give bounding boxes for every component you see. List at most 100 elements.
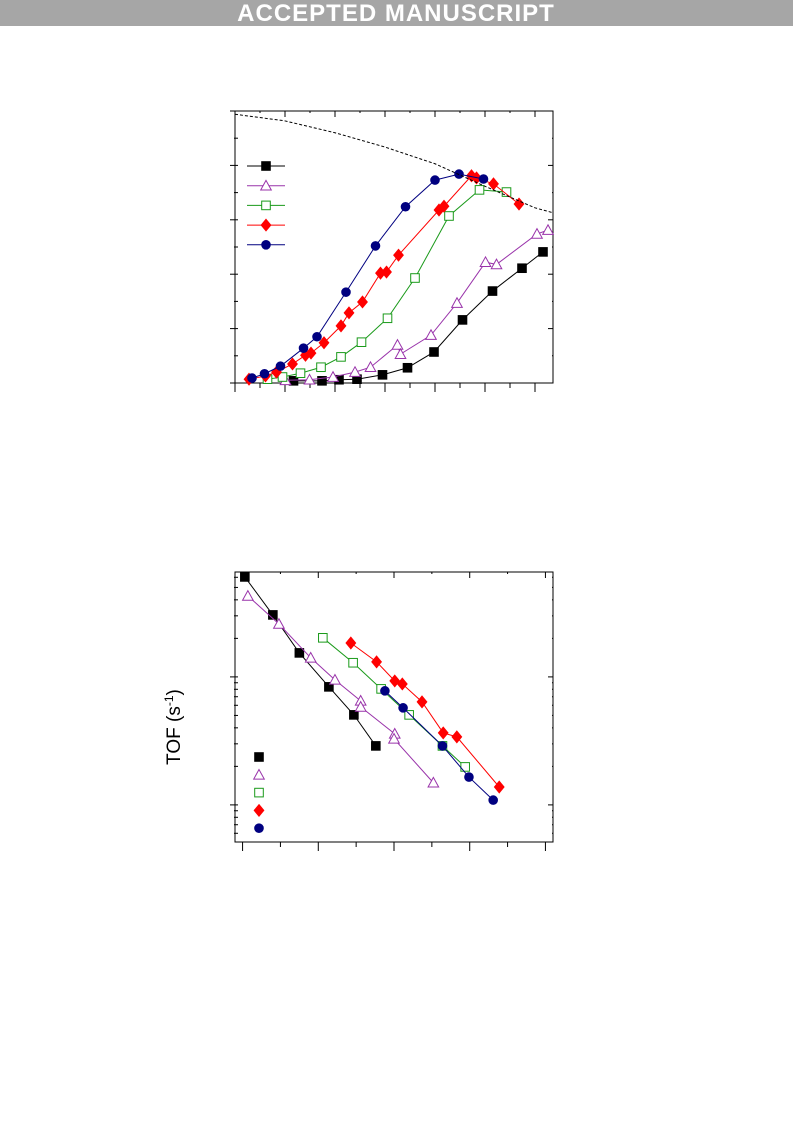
banner-text: ACCEPTED MANUSCRIPT: [237, 0, 555, 27]
marker-square: [261, 161, 271, 171]
marker-square: [371, 741, 381, 751]
marker-diamond: [287, 357, 298, 371]
marker-open-square: [295, 368, 306, 379]
marker-diamond: [416, 695, 428, 709]
marker-circle: [437, 741, 448, 751]
marker-diamond: [345, 636, 357, 650]
marker-triangle: [252, 768, 266, 780]
marker-open-square: [316, 362, 326, 373]
marker-triangle: [303, 373, 316, 385]
y-axis-label-part: -1: [162, 695, 176, 706]
marker-square: [324, 682, 334, 692]
marker-triangle: [530, 227, 544, 239]
marker-open-square: [444, 211, 454, 221]
marker-square: [294, 648, 305, 658]
marker-square: [517, 263, 527, 274]
marker-circle: [341, 287, 351, 297]
marker-circle: [298, 343, 309, 353]
marker-diamond: [318, 336, 330, 350]
marker-circle: [488, 795, 498, 805]
marker-diamond: [253, 803, 265, 817]
reference-curve: [234, 113, 554, 214]
marker-diamond: [451, 730, 463, 744]
marker-circle: [370, 241, 381, 251]
y-axis-label-part: TOF (s: [164, 706, 185, 765]
marker-circle: [261, 240, 271, 250]
marker-circle: [254, 823, 264, 834]
marker-triangle: [427, 776, 440, 788]
marker-diamond: [513, 197, 525, 211]
marker-open-square: [254, 787, 264, 798]
marker-diamond: [357, 295, 368, 309]
y-axis-label: TOF (s-1): [162, 689, 185, 765]
plot-frame: [234, 571, 554, 843]
fit-line: [244, 576, 377, 747]
marker-triangle: [328, 673, 342, 685]
marker-diamond: [260, 218, 272, 232]
marker-open-square: [474, 185, 485, 195]
fit-line: [350, 642, 500, 788]
marker-circle: [430, 175, 440, 185]
marker-triangle: [364, 360, 377, 373]
marker-open-square: [336, 352, 346, 362]
marker-circle: [478, 174, 489, 184]
marker-square: [402, 362, 413, 373]
marker-circle: [464, 772, 474, 782]
fit-line: [285, 229, 549, 381]
marker-open-square: [261, 200, 271, 211]
marker-open-square: [318, 633, 328, 643]
marker-diamond: [393, 248, 404, 262]
marker-square: [349, 710, 359, 720]
marker-diamond: [381, 265, 392, 279]
marker-open-square: [382, 313, 393, 324]
marker-circle: [259, 368, 270, 379]
marker-circle: [312, 331, 322, 342]
marker-triangle: [424, 328, 438, 340]
y-axis-label-part: ): [164, 689, 185, 695]
marker-triangle: [391, 338, 404, 350]
marker-diamond: [305, 346, 317, 360]
marker-diamond: [335, 319, 347, 333]
marker-square: [254, 752, 264, 762]
marker-diamond: [438, 199, 450, 213]
marker-triangle: [259, 179, 273, 191]
marker-triangle: [304, 651, 317, 663]
fit-line: [251, 173, 484, 379]
marker-diamond: [493, 780, 505, 794]
marker-open-square: [410, 273, 420, 283]
marker-open-square: [460, 762, 470, 772]
marker-triangle: [326, 370, 340, 382]
plot-frame: [234, 110, 554, 384]
marker-square: [457, 315, 468, 325]
marker-circle: [275, 361, 286, 371]
marker-diamond: [343, 306, 355, 320]
marker-square: [429, 347, 439, 357]
marker-square: [538, 247, 548, 257]
marker-open-square: [277, 372, 288, 382]
marker-triangle: [394, 347, 407, 359]
marker-square: [487, 286, 498, 296]
marker-circle: [400, 201, 411, 212]
marker-triangle: [450, 296, 464, 308]
marker-triangle: [348, 365, 362, 377]
marker-circle: [398, 703, 408, 713]
marker-triangle: [272, 617, 286, 629]
marker-diamond: [371, 655, 383, 669]
fit-line: [248, 175, 520, 380]
marker-circle: [247, 373, 257, 383]
marker-diamond: [396, 677, 408, 691]
marker-triangle: [490, 258, 503, 270]
marker-open-square: [356, 337, 367, 347]
marker-triangle: [387, 732, 401, 744]
marker-square: [240, 572, 250, 582]
marker-open-square: [501, 187, 512, 197]
marker-diamond: [488, 177, 499, 191]
marker-triangle: [354, 700, 367, 712]
marker-triangle: [541, 223, 555, 235]
marker-triangle: [479, 255, 492, 268]
marker-square: [377, 370, 388, 380]
marker-square: [317, 376, 327, 386]
marker-triangle: [241, 589, 255, 601]
